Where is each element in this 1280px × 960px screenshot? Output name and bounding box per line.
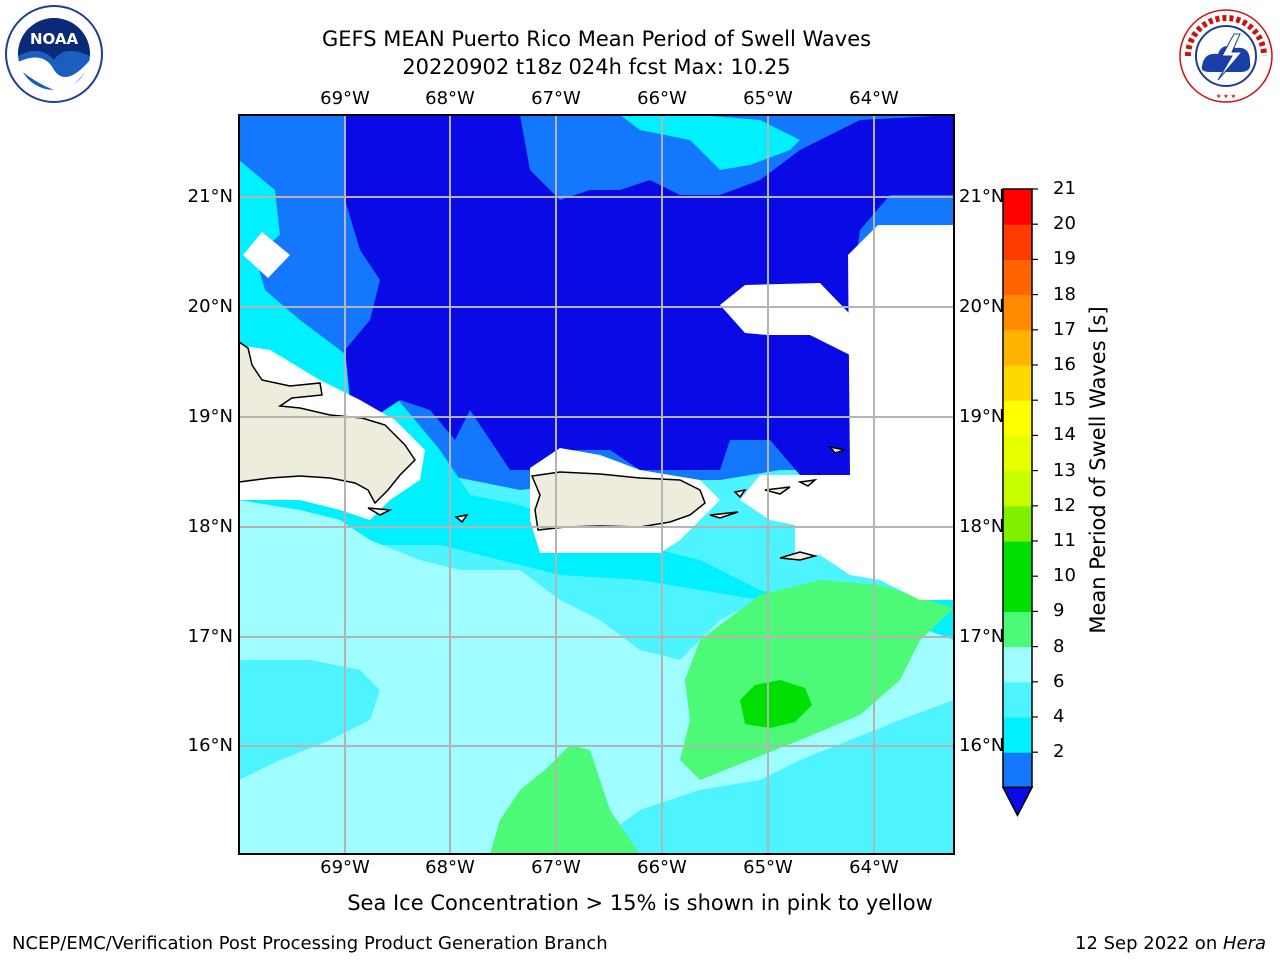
svg-text:NOAA: NOAA <box>30 30 79 48</box>
map-frame <box>238 114 955 855</box>
lat-label-right: 17°N <box>959 626 1005 647</box>
zone-green-south <box>490 745 640 854</box>
chart-subtitle: 20220902 t18z 024h fcst Max: 10.25 <box>402 55 791 79</box>
colorbar-tick-label: 19 <box>1053 248 1076 270</box>
colorbar-swatch <box>1003 611 1032 648</box>
lat-label-right: 20°N <box>959 296 1005 317</box>
noaa-logo: NOAA <box>5 5 103 103</box>
lat-label-left: 16°N <box>187 735 233 756</box>
footer-credit: NCEP/EMC/Verification Post Processing Pr… <box>12 933 608 954</box>
svg-text:★ ★ ★: ★ ★ ★ <box>1216 93 1236 100</box>
colorbar-swatch <box>1003 224 1032 260</box>
footer-date-text: 12 Sep 2022 on <box>1075 933 1223 954</box>
nodata-region-c <box>243 232 290 278</box>
lat-label-right: 18°N <box>959 516 1005 537</box>
nodata-region <box>740 195 954 600</box>
colorbar-swatch <box>1003 365 1032 401</box>
land-hispaniola <box>239 341 416 505</box>
colorbar-swatch <box>1003 294 1032 331</box>
chart-title: GEFS MEAN Puerto Rico Mean Period of Swe… <box>321 27 872 51</box>
colorbar-tick-label: 10 <box>1053 565 1076 587</box>
colorbar-swatch <box>1003 752 1032 788</box>
lon-label-top: 64°W <box>849 88 899 109</box>
lon-label-top: 67°W <box>531 88 581 109</box>
colorbar-swatch <box>1003 400 1032 436</box>
colorbar-tick-label: 16 <box>1053 354 1076 375</box>
zone-paler <box>239 500 954 854</box>
colorbar-tick-label: 21 <box>1053 178 1076 199</box>
colorbar-tick-label: 9 <box>1053 600 1065 622</box>
lon-label-bottom: 66°W <box>637 857 687 878</box>
lon-label-bottom: 67°W <box>531 857 581 878</box>
footer-date: 12 Sep 2022 on Hera <box>1075 933 1266 954</box>
colorbar-swatch <box>1003 646 1032 683</box>
colorbar-frame <box>1002 188 1033 789</box>
colorbar-extend-arrow <box>1001 786 1034 818</box>
colorbar-tick-label: 12 <box>1053 494 1076 516</box>
colorbar-swatch <box>1003 576 1032 612</box>
lon-label-top: 69°W <box>320 88 370 109</box>
lat-label-right: 19°N <box>959 406 1005 427</box>
land-virgin-islands <box>367 445 846 561</box>
lat-label-left: 19°N <box>187 406 233 427</box>
colorbar-swatch <box>1003 329 1032 366</box>
lon-label-bottom: 64°W <box>849 857 899 878</box>
colorbar-label: Mean Period of Swell Waves [s] <box>1086 306 1110 634</box>
lon-label-bottom: 69°W <box>320 857 370 878</box>
colorbar-swatch <box>1003 681 1032 718</box>
nodata-region-b <box>720 283 870 355</box>
colorbar-swatch <box>1003 259 1032 296</box>
colorbar-tick-label: 6 <box>1053 670 1065 692</box>
colorbar-swatch <box>1003 717 1032 753</box>
colorbar-swatch <box>1003 505 1032 542</box>
lon-label-top: 66°W <box>637 88 687 109</box>
colorbar-tick-label: 18 <box>1053 283 1076 305</box>
colorbar-swatch <box>1003 435 1032 472</box>
footer-machine: Hera <box>1222 933 1266 954</box>
colorbar <box>1001 188 1038 818</box>
colorbar-tick-label: 11 <box>1053 530 1076 551</box>
colorbar-tick-label: 14 <box>1053 424 1076 446</box>
lon-label-bottom: 68°W <box>425 857 475 878</box>
colorbar-tick-label: 17 <box>1053 318 1076 340</box>
colorbar-tick-label: 20 <box>1053 213 1076 235</box>
lat-label-left: 20°N <box>187 296 233 317</box>
colorbar-swatch <box>1003 541 1032 577</box>
gridlines <box>239 115 954 854</box>
lon-label-bottom: 65°W <box>743 857 793 878</box>
lon-label-top: 68°W <box>425 88 475 109</box>
swell-period-field <box>239 115 954 854</box>
colorbar-tick-label: 4 <box>1053 706 1065 727</box>
lat-label-left: 18°N <box>187 516 233 537</box>
nws-logo: ★ ★ ★ <box>1179 9 1273 103</box>
zone-green <box>680 580 954 780</box>
caption: Sea Ice Concentration > 15% is shown in … <box>347 891 933 915</box>
colorbar-tick-label: 2 <box>1053 741 1065 763</box>
lon-label-top: 65°W <box>743 88 793 109</box>
zone-light-left <box>239 160 954 640</box>
colorbar-tick-label: 15 <box>1053 389 1076 411</box>
zone-brightgreen <box>740 680 812 728</box>
zone-deep <box>345 115 954 475</box>
lat-label-right: 21°N <box>959 186 1005 207</box>
zone-light-top <box>620 115 800 170</box>
lat-label-left: 17°N <box>187 626 233 647</box>
colorbar-swatch <box>1003 470 1032 507</box>
lat-label-left: 21°N <box>187 186 233 207</box>
colorbar-tick-label: 8 <box>1053 635 1065 657</box>
colorbar-swatch <box>1003 189 1032 225</box>
lat-label-right: 16°N <box>959 735 1005 756</box>
colorbar-tick-label: 13 <box>1053 459 1076 481</box>
